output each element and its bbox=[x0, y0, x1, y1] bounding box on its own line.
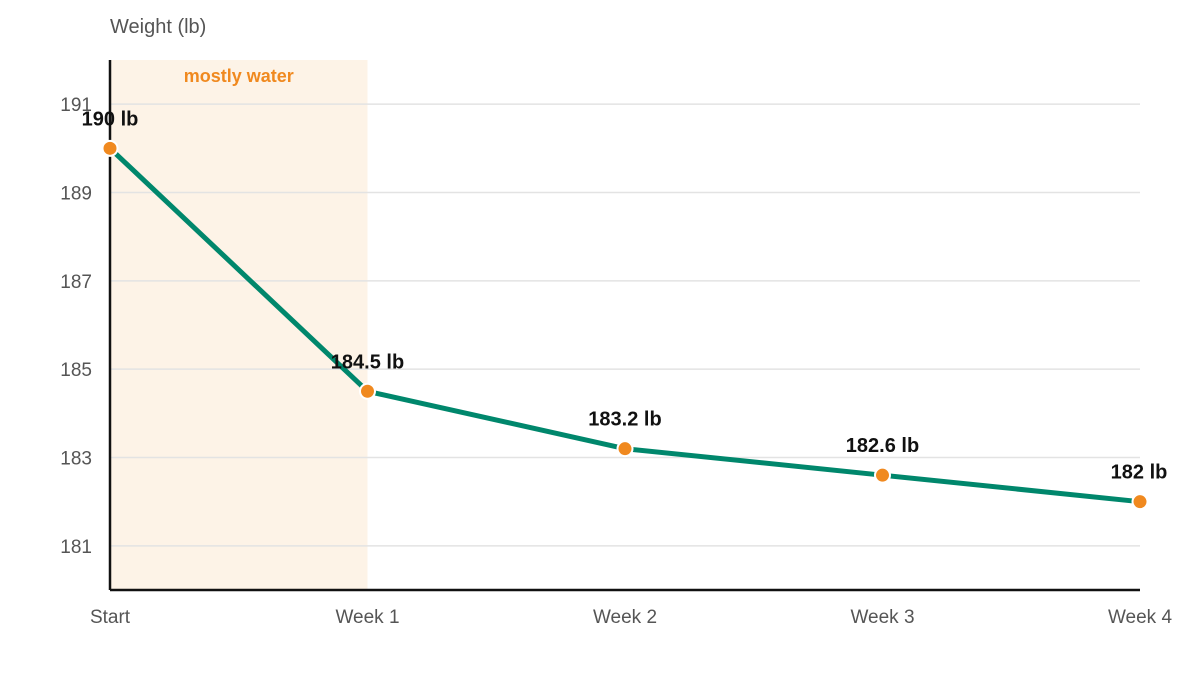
y-tick-label-183: 183 bbox=[60, 449, 92, 470]
y-tick-label-189: 189 bbox=[60, 184, 92, 205]
x-tick-label-4: Week 4 bbox=[1108, 607, 1173, 628]
annotation-label-0: mostly water bbox=[184, 66, 294, 86]
data-label-3: 182.6 lb bbox=[846, 435, 919, 457]
data-label-4: 182 lb bbox=[1111, 462, 1168, 484]
x-tick-label-2: Week 2 bbox=[593, 607, 657, 628]
data-point-0 bbox=[101, 139, 119, 157]
data-label-2: 183.2 lb bbox=[588, 409, 661, 431]
data-point-3 bbox=[874, 466, 891, 484]
annotation-band-layer: mostly water bbox=[110, 60, 368, 590]
gridlines bbox=[110, 103, 1140, 547]
x-tick-label-0: Start bbox=[90, 607, 131, 628]
axes: 181 183 185 187 189 191 Start Week 1 Week 2 Week … bbox=[60, 60, 1172, 628]
y-tick-label-191: 191 bbox=[60, 95, 92, 116]
data-point-2 bbox=[616, 440, 634, 458]
y-axis-title: Weight (lb) bbox=[110, 16, 206, 38]
data-point-1 bbox=[359, 382, 376, 400]
data-points bbox=[101, 139, 1149, 511]
x-tick-label-3: Week 3 bbox=[850, 607, 914, 628]
x-tick-label-1: Week 1 bbox=[335, 607, 399, 628]
annotation-band-0 bbox=[110, 60, 368, 590]
y-tick-label-181: 181 bbox=[60, 537, 92, 558]
y-tick-label-185: 185 bbox=[60, 360, 92, 381]
y-tick-label-187: 187 bbox=[60, 272, 92, 293]
data-labels: 190 lb 184.5 lb 183.2 lb 182.6 lb 182 lb bbox=[82, 108, 1168, 483]
data-point-4 bbox=[1131, 493, 1149, 511]
data-label-0: 190 lb bbox=[82, 108, 139, 130]
data-label-1: 184.5 lb bbox=[331, 351, 404, 373]
